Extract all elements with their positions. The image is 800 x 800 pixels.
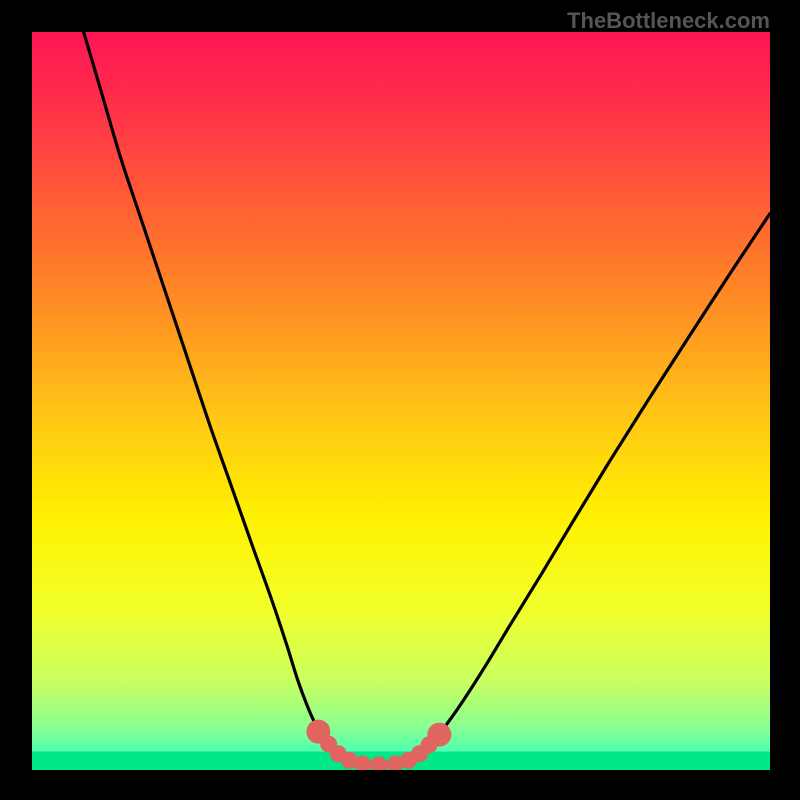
marker-dot — [421, 736, 438, 753]
watermark-text: TheBottleneck.com — [567, 8, 770, 34]
chart-svg — [0, 0, 800, 800]
marker-dot — [370, 756, 387, 773]
stage: TheBottleneck.com — [0, 0, 800, 800]
gradient-plot-area — [32, 32, 770, 770]
marker-dot — [354, 756, 371, 773]
